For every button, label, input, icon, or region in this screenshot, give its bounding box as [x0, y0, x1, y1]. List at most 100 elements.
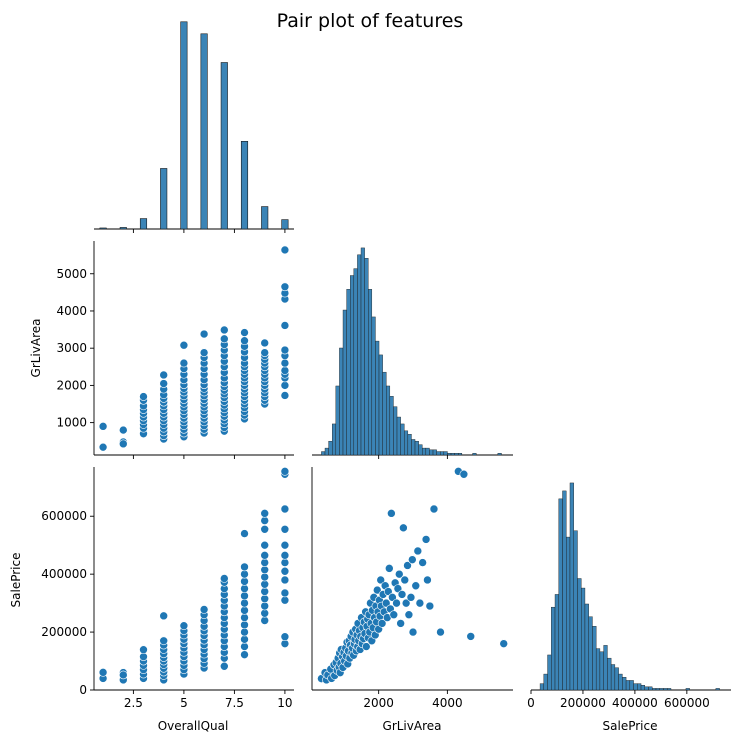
scatter-point: [240, 591, 249, 601]
x-axis-label-grlivarea: GrLivArea: [383, 719, 442, 733]
scatter-point: [280, 632, 290, 642]
panel-scatter-grlivarea-saleprice: 2000 4000: [311, 467, 513, 710]
histogram-bar: [610, 664, 616, 691]
histogram-bar: [396, 416, 401, 456]
scatter-point: [98, 668, 108, 677]
histogram-bar: [554, 594, 559, 691]
panel-hist-overallqual: [94, 21, 294, 233]
histogram-bar: [715, 688, 720, 691]
histogram-bar: [160, 168, 168, 230]
histogram-bar: [404, 430, 409, 456]
histogram-bar: [328, 440, 333, 456]
histogram-bar: [200, 33, 208, 230]
scatter-point: [280, 551, 290, 560]
scatter-point: [240, 562, 249, 572]
histogram-bar: [414, 440, 419, 456]
histogram-bar: [622, 677, 627, 691]
histogram-bar: [685, 688, 690, 691]
histogram-bar: [364, 258, 369, 456]
histogram-bar: [261, 206, 269, 230]
x-tick-label: 200000: [560, 696, 606, 710]
histogram-bar: [321, 451, 326, 456]
scatter-point: [280, 345, 290, 355]
histogram-bar: [119, 227, 127, 230]
scatter-point: [260, 540, 270, 550]
y-tick-label: 2000: [56, 378, 87, 392]
scatter-point: [240, 613, 249, 622]
scatter-point: [240, 598, 249, 608]
x-tick-label: 5: [180, 696, 188, 710]
x-tick-label: 4000: [432, 696, 463, 710]
scatter-point: [260, 348, 270, 357]
scatter-point: [418, 558, 427, 567]
histogram-bar: [497, 453, 502, 456]
y-tick-label: 0: [79, 683, 87, 697]
scatter-point: [280, 381, 290, 390]
scatter-point: [240, 584, 249, 593]
histogram-bar: [667, 688, 672, 691]
scatter-point: [260, 594, 270, 604]
histogram-bar: [353, 268, 358, 456]
scatter-point: [280, 558, 290, 567]
histogram-bar: [371, 316, 376, 456]
x-tick-label: 2000: [363, 696, 394, 710]
scatter-point: [381, 598, 391, 608]
scatter-point: [406, 593, 416, 602]
scatter-point: [260, 516, 270, 525]
scatter-point: [280, 282, 290, 292]
scatter-point: [199, 605, 209, 614]
scatter-point: [466, 632, 476, 641]
scatter-point: [280, 540, 290, 550]
histogram-bar: [655, 688, 660, 691]
histogram-bar: [648, 686, 653, 691]
scatter-point: [383, 587, 393, 596]
histogram-bar: [614, 667, 619, 691]
y-tick-label: 400000: [41, 567, 87, 581]
histogram-bar: [339, 347, 344, 456]
scatter-point: [413, 546, 423, 556]
histogram-bar: [360, 247, 365, 456]
scatter-point: [421, 535, 431, 544]
scatter-point: [361, 642, 371, 651]
scatter-point: [389, 610, 399, 620]
y-tick-label: 600000: [41, 509, 87, 523]
histogram-bar: [625, 680, 631, 691]
scatter-point: [260, 572, 270, 582]
scatter-point: [280, 467, 290, 476]
scatter-point: [159, 611, 168, 621]
panel-hist-saleprice: 0 200000 400000 600000: [527, 482, 731, 710]
x-tick-label: 10: [277, 696, 292, 710]
histogram-bar: [450, 453, 455, 456]
histogram-bar: [584, 603, 589, 691]
scatter-point: [408, 555, 417, 564]
histogram-bar: [407, 434, 412, 456]
histogram-bar: [429, 449, 434, 456]
histogram-bar: [581, 587, 586, 691]
scatter-point: [377, 619, 387, 628]
histogram-bar: [368, 289, 373, 456]
scatter-point: [260, 601, 270, 611]
histogram-bar: [389, 396, 394, 456]
histogram-bar: [240, 141, 249, 230]
y-axis-label-grlivarea: GrLivArea: [29, 319, 43, 378]
scatter-point: [260, 558, 270, 567]
figure-title: Pair plot of features: [277, 10, 464, 32]
histogram-bar: [652, 688, 657, 691]
y-tick-label: 1000: [56, 416, 87, 430]
scatter-point: [429, 504, 439, 514]
scatter-point: [401, 598, 411, 608]
scatter-point: [98, 422, 108, 431]
scatter-point: [280, 391, 290, 400]
y-tick-label: 4000: [56, 304, 87, 318]
histogram-bar: [569, 482, 574, 691]
histogram-bar: [281, 219, 289, 230]
scatter-point: [280, 358, 290, 368]
scatter-point: [396, 619, 405, 628]
scatter-point: [118, 425, 128, 435]
scatter-point: [240, 606, 249, 615]
scatter-point: [397, 590, 407, 599]
scatter-point: [179, 358, 189, 368]
scatter-point: [260, 338, 270, 348]
scatter-point: [240, 635, 249, 644]
histogram-bar: [400, 423, 405, 456]
